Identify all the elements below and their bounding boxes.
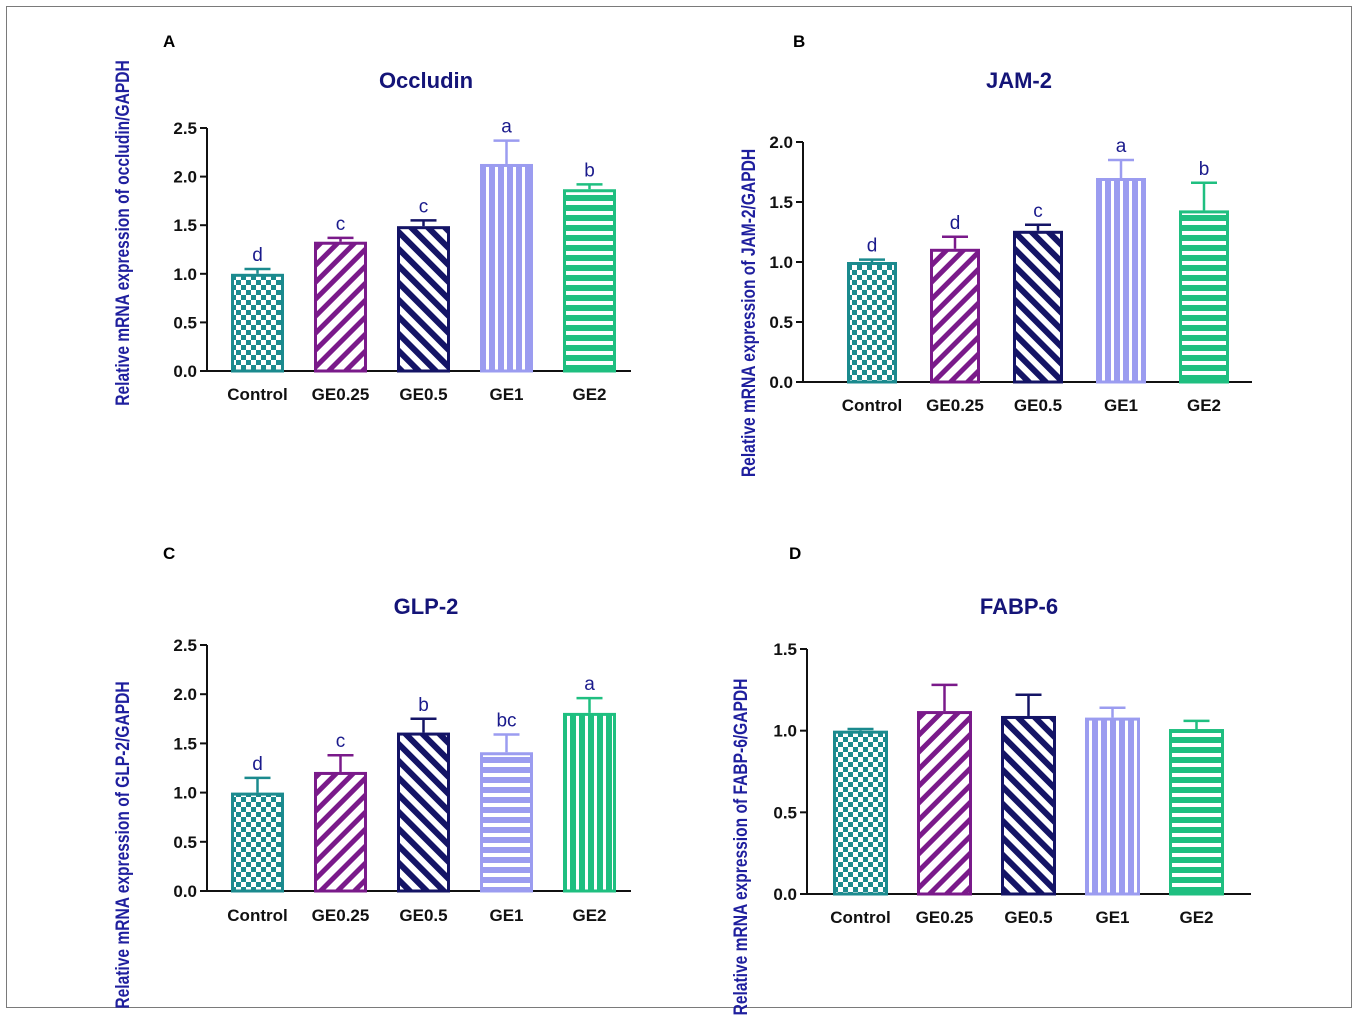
bar-control (231, 273, 284, 373)
significance-label: d (950, 213, 961, 234)
panel-letter: B (793, 32, 805, 51)
x-tick-label: Control (830, 908, 890, 927)
significance-label: a (1116, 136, 1127, 157)
y-tick-label: 2.5 (173, 119, 197, 138)
significance-label: c (336, 214, 346, 235)
x-tick-label: GE0.25 (916, 908, 974, 927)
y-tick-label: 0.0 (769, 373, 793, 392)
bar-ge0-25 (917, 711, 972, 896)
bar-ge0-25 (314, 771, 367, 893)
x-tick-label: GE0.5 (399, 906, 447, 925)
significance-label: c (1033, 201, 1043, 222)
chart-title: FABP-6 (980, 594, 1058, 619)
y-tick-label: 1.0 (773, 722, 797, 741)
y-axis-label: Relative mRNA expression of occludin/GAP… (112, 60, 134, 405)
y-tick-label: 0.5 (173, 833, 197, 852)
y-tick-label: 0.5 (173, 313, 197, 332)
bar-ge1 (480, 752, 533, 893)
panel-a: A Occludin Relative mRNA expression of occ… (112, 32, 631, 406)
x-tick-label: Control (227, 385, 287, 404)
bar-control (833, 730, 888, 896)
x-tick-label: GE2 (572, 906, 606, 925)
y-tick-label: 1.5 (773, 640, 797, 659)
y-tick-label: 1.5 (173, 216, 197, 235)
x-tick-label: GE1 (1104, 396, 1138, 415)
panel-c: C GLP-2 Relative mRNA expression of GLP-2/… (112, 544, 631, 1009)
y-tick-label: 0.5 (769, 313, 793, 332)
significance-label: c (419, 196, 429, 217)
bar-ge0-5 (1013, 230, 1063, 384)
y-axis-label: Relative mRNA expression of JAM-2/GAPDH (738, 149, 760, 477)
significance-label: c (336, 731, 346, 752)
panel-letter: A (163, 32, 175, 51)
y-tick-label: 0.0 (773, 885, 797, 904)
panel-b: B JAM-2 Relative mRNA expression of JAM-2/… (738, 32, 1252, 477)
x-tick-label: GE0.5 (399, 385, 447, 404)
x-tick-label: GE0.25 (312, 906, 370, 925)
y-tick-label: 1.0 (173, 265, 197, 284)
bar-ge2 (563, 712, 616, 893)
y-tick-label: 2.0 (173, 168, 197, 187)
bar-ge1 (1085, 717, 1140, 896)
chart-title: Occludin (379, 68, 473, 93)
x-tick-label: GE0.5 (1014, 396, 1062, 415)
panel-d: D FABP-6 Relative mRNA expression of FABP-… (730, 544, 1251, 1015)
x-tick-label: GE2 (572, 385, 606, 404)
chart-title: GLP-2 (394, 594, 459, 619)
y-tick-label: 1.0 (769, 253, 793, 272)
significance-label: d (252, 754, 263, 775)
y-tick-label: 0.0 (173, 362, 197, 381)
chart-title: JAM-2 (986, 68, 1052, 93)
significance-label: a (501, 117, 512, 138)
panel-letter: C (163, 544, 175, 563)
y-tick-label: 0.5 (773, 803, 797, 822)
bar-ge1 (480, 163, 533, 373)
significance-label: b (1199, 159, 1210, 180)
bar-ge2 (1179, 210, 1229, 384)
y-tick-label: 0.0 (173, 882, 197, 901)
bar-ge0-5 (1001, 715, 1056, 896)
x-tick-label: GE2 (1187, 396, 1221, 415)
y-axis-label: Relative mRNA expression of FABP-6/GAPDH (730, 679, 752, 1015)
y-tick-label: 2.0 (769, 133, 793, 152)
x-tick-label: Control (842, 396, 902, 415)
x-tick-label: GE1 (489, 385, 523, 404)
y-tick-label: 1.5 (769, 193, 793, 212)
bar-ge0-5 (397, 732, 450, 893)
bar-ge0-25 (314, 241, 367, 373)
significance-label: d (252, 245, 263, 266)
significance-label: b (584, 160, 595, 181)
y-tick-label: 2.5 (173, 636, 197, 655)
x-tick-label: GE0.25 (312, 385, 370, 404)
significance-label: a (584, 674, 595, 695)
x-tick-label: GE1 (1095, 908, 1129, 927)
significance-label: d (867, 236, 878, 257)
x-tick-label: GE2 (1179, 908, 1213, 927)
bar-control (231, 792, 284, 893)
y-tick-label: 1.5 (173, 734, 197, 753)
bar-ge0-25 (930, 248, 980, 384)
bar-ge0-5 (397, 226, 450, 373)
significance-label: bc (496, 711, 516, 732)
y-tick-label: 2.0 (173, 685, 197, 704)
y-axis-label: Relative mRNA expression of GLP-2/GAPDH (112, 681, 134, 1008)
x-tick-label: GE0.5 (1004, 908, 1052, 927)
x-tick-label: GE0.25 (926, 396, 984, 415)
y-tick-label: 1.0 (173, 784, 197, 803)
x-tick-label: GE1 (489, 906, 523, 925)
bar-ge2 (1169, 729, 1224, 896)
significance-label: b (418, 695, 429, 716)
panel-letter: D (789, 544, 801, 563)
figure-frame: A Occludin Relative mRNA expression of occ… (6, 6, 1352, 1015)
x-tick-label: Control (227, 906, 287, 925)
bar-control (847, 262, 897, 384)
bar-ge1 (1096, 178, 1146, 384)
bar-ge2 (563, 189, 616, 373)
